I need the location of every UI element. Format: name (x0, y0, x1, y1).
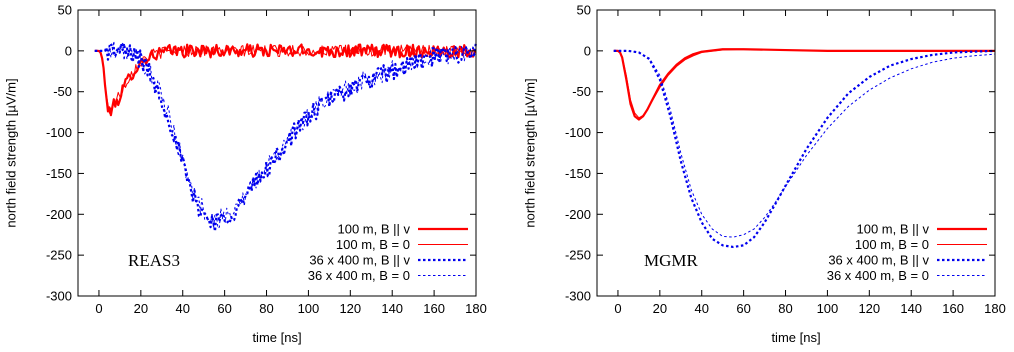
x-axis-label: time [ns] (771, 330, 820, 345)
x-tick-label: 40 (695, 301, 709, 316)
panel-annotation: MGMR (644, 251, 699, 270)
y-axis-label: north field strength [µV/m] (3, 78, 18, 227)
legend-label: 100 m, B || v (856, 222, 929, 237)
chart-panel-1: 0 20 40 60 80 100 120 140 160 180 50 0 -50 -100 -150 -2… (522, 3, 1005, 346)
legend-label: 36 x 400 m, B || v (309, 253, 410, 268)
x-tick-label: 160 (423, 301, 445, 316)
series-line-3 (613, 50, 996, 238)
legend-label: 36 x 400 m, B = 0 (827, 268, 929, 283)
y-tick-label: -50 (53, 84, 72, 99)
series-line-2 (94, 41, 478, 233)
x-tick-label: 180 (465, 301, 487, 316)
y-tick-label: -100 (565, 125, 591, 140)
legend-label: 100 m, B = 0 (855, 237, 929, 252)
x-tick-label: 160 (942, 301, 964, 316)
x-tick-label: 40 (176, 301, 190, 316)
y-tick-label: -100 (46, 125, 72, 140)
y-tick-label: -250 (565, 248, 591, 263)
x-tick-label: 20 (134, 301, 148, 316)
y-tick-label: -150 (565, 166, 591, 181)
x-tick-label: 80 (778, 301, 792, 316)
x-tick-label: 60 (736, 301, 750, 316)
legend-label: 36 x 400 m, B = 0 (308, 268, 410, 283)
series-line-1 (94, 44, 477, 114)
y-tick-label: -50 (572, 84, 591, 99)
y-tick-label: 0 (584, 43, 591, 58)
x-tick-label: 120 (858, 301, 880, 316)
x-tick-label: 140 (900, 301, 922, 316)
chart-panel-0: 0 20 40 60 80 100 120 140 160 180 50 0 -50 -100 -150 -2… (3, 3, 486, 346)
x-tick-label: 140 (381, 301, 403, 316)
legend-label: 100 m, B || v (337, 222, 410, 237)
y-tick-label: -200 (46, 207, 72, 222)
x-tick-label: 100 (817, 301, 839, 316)
x-tick-label: 0 (95, 301, 102, 316)
x-tick-label: 0 (614, 301, 621, 316)
plot-frame (77, 9, 477, 297)
x-tick-label: 60 (217, 301, 231, 316)
y-tick-label: -300 (46, 289, 72, 304)
y-tick-label: -250 (46, 248, 72, 263)
series-line-1 (613, 48, 995, 119)
panel-annotation: REAS3 (128, 251, 180, 270)
x-tick-label: 20 (653, 301, 667, 316)
y-tick-label: -200 (565, 207, 591, 222)
legend-label: 36 x 400 m, B || v (828, 253, 929, 268)
y-tick-label: 0 (65, 43, 72, 58)
series-line-0 (613, 48, 995, 121)
y-tick-label: -300 (565, 289, 591, 304)
x-tick-label: 180 (984, 301, 1006, 316)
x-tick-label: 80 (259, 301, 273, 316)
x-tick-label: 120 (339, 301, 361, 316)
x-axis-label: time [ns] (252, 330, 301, 345)
x-tick-label: 100 (298, 301, 320, 316)
y-axis-label: north field strength [µV/m] (522, 78, 537, 227)
y-tick-label: 50 (577, 3, 591, 18)
series-line-2 (613, 49, 996, 249)
y-tick-label: -150 (46, 166, 72, 181)
plot-frame (596, 9, 996, 297)
legend-label: 100 m, B = 0 (336, 237, 410, 252)
y-tick-label: 50 (58, 3, 72, 18)
series-line-3 (94, 40, 477, 229)
